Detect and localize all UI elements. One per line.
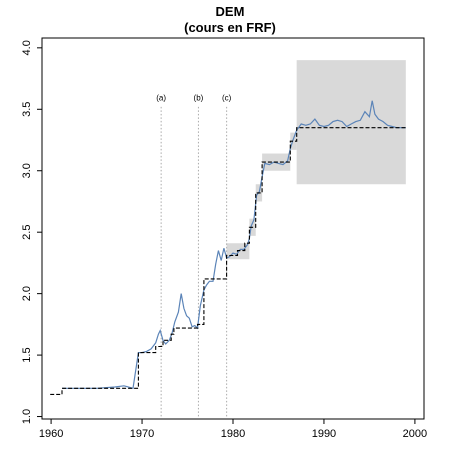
fluctuation-band [290,132,297,150]
event-label: (a) [156,94,166,103]
chart-subtitle: (cours en FRF) [184,20,276,35]
series-group [50,100,406,395]
chart-title: DEM [216,4,245,19]
fluctuation-band [296,60,406,185]
event-label: (b) [194,94,204,103]
y-tick-label: 2.0 [21,286,33,301]
parity-line [50,127,406,395]
x-axis: 1960 1970 1980 1990 2000 [39,419,427,440]
y-tick-label: 1.5 [21,347,33,362]
x-tick-label: 1980 [221,428,245,440]
y-tick-label: 1.0 [21,409,33,424]
y-axis: 1.0 1.5 2.0 2.5 3.0 3.5 4.0 [21,40,42,424]
y-tick-label: 3.0 [21,163,33,178]
x-tick-label: 1970 [130,428,154,440]
event-markers: (a) (b) (c) [156,94,232,417]
market-rate-line [62,100,406,390]
y-tick-label: 2.5 [21,225,33,240]
x-tick-label: 1990 [312,428,336,440]
event-label: (c) [222,94,232,103]
x-tick-label: 2000 [403,428,427,440]
y-tick-label: 3.5 [21,102,33,117]
x-tick-label: 1960 [39,428,63,440]
y-tick-label: 4.0 [21,40,33,55]
fluctuation-bands [226,60,406,260]
